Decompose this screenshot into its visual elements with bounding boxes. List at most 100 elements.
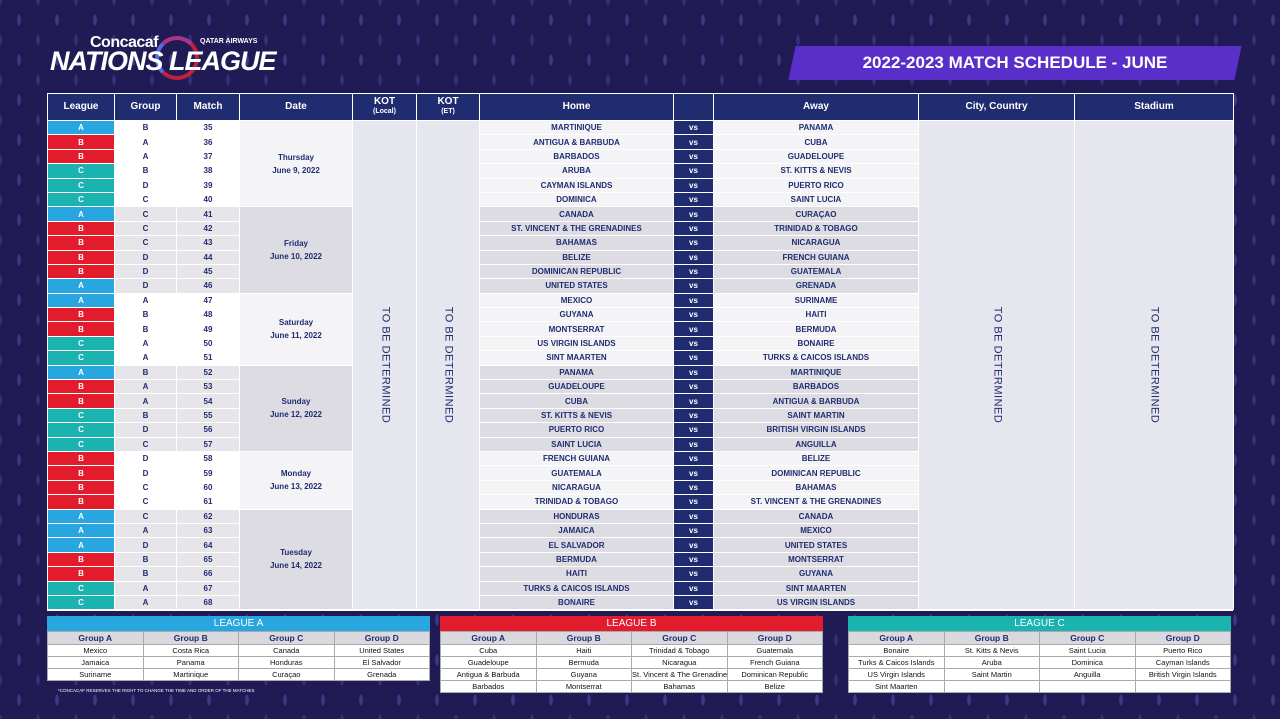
footnote: *CONCACAF RESERVES THE RIGHT TO CHANGE T… xyxy=(58,688,255,693)
groups-grid: Group A Group B Group C Group D Bonaire St. K… xyxy=(848,631,1231,693)
away-team: GUADELOUPE xyxy=(713,148,919,165)
league-badge: B xyxy=(47,450,115,467)
header-group: Group xyxy=(114,93,177,121)
kot-local-tbd: TO BE DETERMINED xyxy=(352,119,417,611)
league-badge: B xyxy=(47,220,115,237)
away-team: US VIRGIN ISLANDS xyxy=(713,594,919,611)
league-groups-title: LEAGUE B xyxy=(440,616,823,631)
match-number: 58 xyxy=(176,450,240,467)
away-team: CURAÇAO xyxy=(713,206,919,222)
match-row: C A 67 TURKS & CAICOS ISLANDS vs SINT MAARTEN xyxy=(47,580,1234,596)
home-team: GUYANA xyxy=(479,307,674,323)
group-row: Mexico Costa Rica Canada United States xyxy=(47,644,430,657)
header-away: Away xyxy=(713,93,919,121)
away-team: SINT MAARTEN xyxy=(713,580,919,596)
vs-label: vs xyxy=(673,422,714,438)
away-team: HAITI xyxy=(713,307,919,323)
away-team: SURINAME xyxy=(713,292,919,309)
match-number: 42 xyxy=(176,220,240,237)
group-header: Group B xyxy=(943,631,1040,645)
group-cell: D xyxy=(114,537,177,553)
away-team: BAHAMAS xyxy=(713,479,919,496)
group-row: Antigua & Barbuda Guyana St. Vincent & The… xyxy=(440,668,823,681)
group-header: Group A xyxy=(440,631,537,645)
vs-label: vs xyxy=(673,177,714,193)
vs-label: vs xyxy=(673,494,714,510)
group-team: Aruba xyxy=(943,656,1040,669)
group-cell: A xyxy=(114,379,177,395)
match-row: C A 50 US VIRGIN ISLANDS vs BONAIRE xyxy=(47,335,1234,352)
group-cell: D xyxy=(114,278,177,294)
match-number: 65 xyxy=(176,551,240,568)
away-team: PANAMA xyxy=(713,119,919,136)
vs-label: vs xyxy=(673,307,714,323)
vs-label: vs xyxy=(673,479,714,496)
group-cell: A xyxy=(114,134,177,150)
league-badge: A xyxy=(47,522,115,539)
home-team: ANTIGUA & BARBUDA xyxy=(479,134,674,150)
away-team: FRENCH GUIANA xyxy=(713,249,919,265)
match-number: 59 xyxy=(176,465,240,481)
league-badge: A xyxy=(47,537,115,553)
group-row: Jamaica Panama Honduras El Salvador xyxy=(47,656,430,669)
group-cell: A xyxy=(114,580,177,596)
group-team: Curaçao xyxy=(238,668,335,681)
home-team: TRINIDAD & TOBAGO xyxy=(479,494,674,510)
group-team: Dominica xyxy=(1039,656,1136,669)
group-cell: D xyxy=(114,263,177,280)
match-date-cell: Tuesday June 14, 2022 xyxy=(239,508,353,611)
groups-grid: Group A Group B Group C Group D Cuba Haiti Tri… xyxy=(440,631,823,693)
group-team: Cayman Islands xyxy=(1134,656,1231,669)
league-badge: C xyxy=(47,422,115,438)
match-number: 64 xyxy=(176,537,240,553)
league-badge: A xyxy=(47,278,115,294)
group-team xyxy=(943,680,1040,693)
tbd-text: TO BE DETERMINED xyxy=(379,306,391,424)
vs-label: vs xyxy=(673,263,714,280)
home-team: BARBADOS xyxy=(479,148,674,165)
home-team: MONTSERRAT xyxy=(479,321,674,337)
vs-label: vs xyxy=(673,364,714,381)
match-weekday: Thursday xyxy=(277,152,314,162)
match-number: 68 xyxy=(176,594,240,611)
group-team: Jamaica xyxy=(47,656,144,669)
vs-label: vs xyxy=(673,163,714,179)
home-team: BAHAMAS xyxy=(479,235,674,251)
match-weekday: Friday xyxy=(283,239,308,249)
group-row: Suriname Martinique Curaçao Grenada xyxy=(47,668,430,681)
match-number: 61 xyxy=(176,494,240,510)
home-team: CUBA xyxy=(479,393,674,409)
vs-label: vs xyxy=(673,594,714,611)
group-team: Guyana xyxy=(535,668,632,681)
vs-label: vs xyxy=(673,134,714,150)
group-row: Bonaire St. Kitts & Nevis Saint Lucia Puert… xyxy=(848,644,1231,657)
league-badge: C xyxy=(47,436,115,452)
group-row: Turks & Caicos Islands Aruba Dominica Cayma… xyxy=(848,656,1231,669)
group-team: St. Kitts & Nevis xyxy=(943,644,1040,657)
match-row: B C 61 TRINIDAD & TOBAGO vs ST. VINCENT & THE… xyxy=(47,494,1234,510)
group-cell: B xyxy=(114,119,177,136)
group-cell: C xyxy=(114,220,177,237)
group-header: Group B xyxy=(142,631,239,645)
home-team: ST. VINCENT & THE GRENADINES xyxy=(479,220,674,237)
group-team: Haiti xyxy=(535,644,632,657)
group-team: Puerto Rico xyxy=(1134,644,1231,657)
match-weekday: Sunday xyxy=(281,397,311,407)
group-team: British Virgin Islands xyxy=(1134,668,1231,681)
vs-label: vs xyxy=(673,508,714,524)
league-badge: C xyxy=(47,407,115,424)
match-row: B D 59 GUATEMALA vs DOMINICAN REPUBLIC xyxy=(47,465,1234,481)
match-number: 55 xyxy=(176,407,240,424)
league-badge: C xyxy=(47,163,115,179)
league-badge: B xyxy=(47,235,115,251)
vs-label: vs xyxy=(673,321,714,337)
vs-label: vs xyxy=(673,465,714,481)
group-header: Group D xyxy=(726,631,823,645)
match-number: 60 xyxy=(176,479,240,496)
match-row: B A 37 BARBADOS vs GUADELOUPE xyxy=(47,148,1234,165)
group-header: Group B xyxy=(535,631,632,645)
away-team: BELIZE xyxy=(713,450,919,467)
league-badge: C xyxy=(47,335,115,352)
league-badge: C xyxy=(47,177,115,193)
tbd-text: TO BE DETERMINED xyxy=(991,306,1003,424)
